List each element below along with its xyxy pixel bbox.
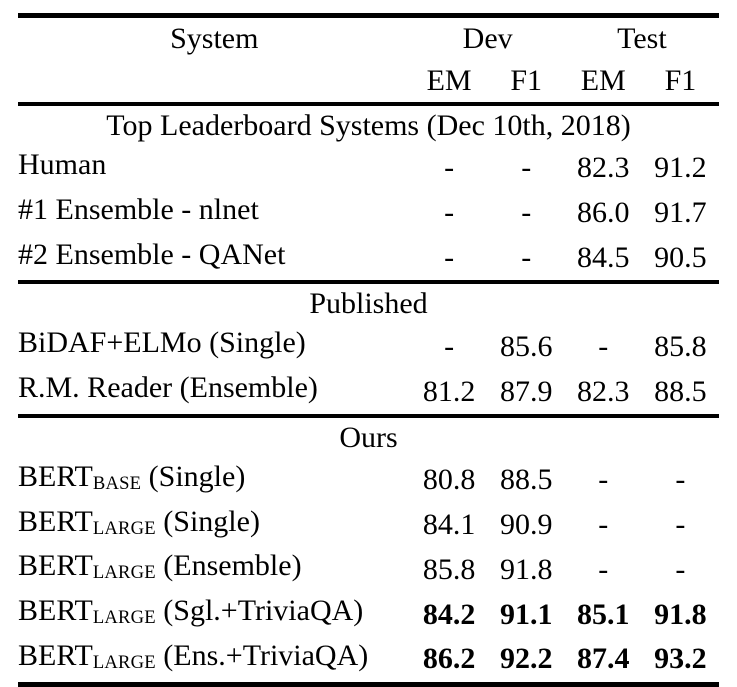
system-name: BERT [18, 549, 93, 583]
system-subscript: BASE [92, 472, 142, 494]
test-em-value: - [598, 508, 609, 542]
table-row: BiDAF+ELMo (Single) - 85.6 - 85.8 [18, 324, 719, 369]
dev-em-value: 81.2 [422, 374, 476, 408]
test-f1-value: 91.8 [654, 597, 707, 631]
test-f1-value: 91.2 [654, 151, 707, 185]
header-group-row: System Dev Test [18, 16, 719, 61]
test-f1-value: 88.5 [654, 374, 707, 408]
results-table: System Dev Test EM F1 EM F1 Top Leaderbo… [18, 13, 719, 687]
dev-em-value: 84.2 [422, 597, 476, 631]
column-header-dev-f1: F1 [510, 64, 543, 97]
section-ours: Ours BERTBASE (Single) 80.8 88.5 - - BER… [18, 415, 719, 684]
dev-f1-value: 92.2 [499, 642, 553, 676]
system-name-suffix: (Single) [141, 459, 246, 493]
dev-f1-value: 88.5 [499, 463, 553, 497]
system-subscript: LARGE [92, 562, 156, 584]
test-f1-value: - [675, 508, 686, 542]
system-name-suffix: (Sgl.+TriviaQA) [155, 594, 364, 628]
dev-em-value: 85.8 [422, 552, 476, 586]
column-header-test-em: EM [580, 64, 626, 97]
table-row: BERTLARGE (Ens.+TriviaQA) 86.2 92.2 87.4… [18, 637, 719, 684]
column-group-test: Test [617, 22, 667, 55]
dev-f1-value: 87.9 [499, 374, 553, 408]
table-row: BERTBASE (Single) 80.8 88.5 - - [18, 458, 719, 503]
column-group-dev: Dev [462, 22, 513, 55]
system-name-suffix: (Ens.+TriviaQA) [155, 639, 369, 673]
table-header: System Dev Test EM F1 EM F1 [18, 16, 719, 104]
system-name: BiDAF+ELMo (Single) [18, 326, 306, 360]
table-row: BERTLARGE (Single) 84.1 90.9 - - [18, 503, 719, 548]
section-leaderboard: Top Leaderboard Systems (Dec 10th, 2018)… [18, 104, 719, 282]
dev-em-value: - [444, 151, 455, 185]
system-name: Human [18, 148, 107, 181]
dev-em-value: - [444, 240, 455, 274]
dev-em-value: - [444, 329, 455, 363]
dev-f1-value: - [521, 151, 532, 185]
header-metric-row: EM F1 EM F1 [18, 60, 719, 104]
system-name: #2 Ensemble - QANet [18, 237, 286, 271]
table-row: #2 Ensemble - QANet - - 84.5 90.5 [18, 236, 719, 283]
dev-f1-value: 91.1 [499, 597, 553, 631]
table-row: Human - - 82.3 91.2 [18, 146, 719, 191]
section-published: Published BiDAF+ELMo (Single) - 85.6 - 8… [18, 282, 719, 416]
section-title-row: Published [18, 282, 719, 324]
system-subscript: LARGE [92, 607, 156, 629]
system-name: R.M. Reader (Ensemble) [18, 371, 318, 405]
dev-em-value: 80.8 [422, 463, 476, 497]
dev-em-value: - [444, 196, 455, 230]
column-header-test-f1: F1 [664, 64, 697, 97]
test-em-value: - [598, 329, 609, 363]
column-header-system: System [170, 22, 259, 55]
table-row: R.M. Reader (Ensemble) 81.2 87.9 82.3 88… [18, 369, 719, 416]
test-em-value: 82.3 [577, 151, 630, 185]
section-title: Top Leaderboard Systems (Dec 10th, 2018) [106, 109, 631, 142]
section-title: Published [309, 287, 428, 321]
test-f1-value: 90.5 [654, 240, 707, 274]
dev-em-value: 86.2 [422, 642, 476, 676]
dev-f1-value: - [521, 196, 532, 230]
test-em-value: 82.3 [577, 374, 630, 408]
test-em-value: - [598, 552, 609, 586]
test-f1-value: 85.8 [654, 329, 707, 363]
test-em-value: 87.4 [577, 642, 630, 676]
table-row: BERTLARGE (Ensemble) 85.8 91.8 - - [18, 547, 719, 592]
system-name: BERT [18, 594, 93, 628]
column-header-dev-em: EM [426, 64, 472, 97]
section-title-row: Top Leaderboard Systems (Dec 10th, 2018) [18, 104, 719, 146]
section-title: Ours [339, 420, 398, 454]
system-subscript: LARGE [92, 517, 156, 539]
test-f1-value: - [675, 552, 686, 586]
test-f1-value: - [675, 463, 686, 497]
system-name: BERT [18, 639, 93, 673]
test-em-value: 85.1 [577, 597, 630, 631]
test-f1-value: 93.2 [654, 642, 707, 676]
table-row: #1 Ensemble - nlnet - - 86.0 91.7 [18, 191, 719, 236]
system-subscript: LARGE [92, 651, 156, 673]
test-em-value: 84.5 [577, 240, 630, 274]
dev-f1-value: - [521, 240, 532, 274]
dev-f1-value: 90.9 [499, 508, 553, 542]
dev-f1-value: 91.8 [499, 552, 553, 586]
system-name: BERT [18, 459, 93, 493]
system-name: #1 Ensemble - nlnet [18, 192, 259, 226]
test-em-value: 86.0 [577, 196, 630, 230]
section-title-row: Ours [18, 416, 719, 458]
test-em-value: - [598, 463, 609, 497]
dev-f1-value: 85.6 [499, 329, 553, 363]
table-row: BERTLARGE (Sgl.+TriviaQA) 84.2 91.1 85.1… [18, 592, 719, 637]
system-name: BERT [18, 504, 93, 538]
system-name-suffix: (Ensemble) [155, 549, 302, 583]
system-name-suffix: (Single) [155, 504, 260, 538]
test-f1-value: 91.7 [654, 196, 707, 230]
dev-em-value: 84.1 [422, 508, 476, 542]
